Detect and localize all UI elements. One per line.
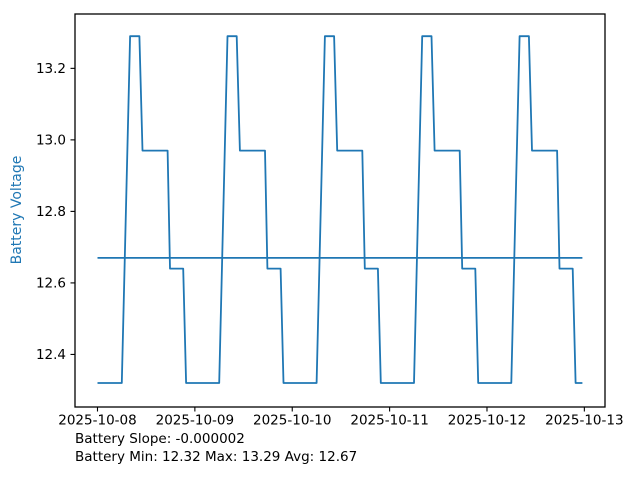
- y-axis-label: Battery Voltage: [9, 155, 25, 265]
- battery-minmax-text: Battery Min: 12.32 Max: 13.29 Avg: 12.67: [75, 448, 358, 465]
- stats-annotation: Battery Slope: -0.000002 Battery Min: 12…: [75, 431, 357, 466]
- y-tick-label: 12.6: [36, 276, 66, 292]
- y-tick-label: 13.2: [36, 61, 66, 77]
- x-tick-label: 2025-10-08: [58, 413, 136, 429]
- x-tick-label: 2025-10-09: [156, 413, 234, 429]
- x-tick-label: 2025-10-13: [545, 413, 623, 429]
- plot-border: [74, 13, 606, 408]
- y-tick-label: 13.0: [36, 133, 66, 149]
- x-tick-label: 2025-10-11: [350, 413, 428, 429]
- y-tick-label: 12.8: [36, 204, 66, 220]
- x-tick-label: 2025-10-12: [448, 413, 526, 429]
- battery-slope-text: Battery Slope: -0.000002: [75, 431, 245, 447]
- x-tick-label: 2025-10-10: [253, 413, 331, 429]
- voltage-line: [97, 35, 583, 384]
- y-tick-label: 12.4: [36, 347, 66, 363]
